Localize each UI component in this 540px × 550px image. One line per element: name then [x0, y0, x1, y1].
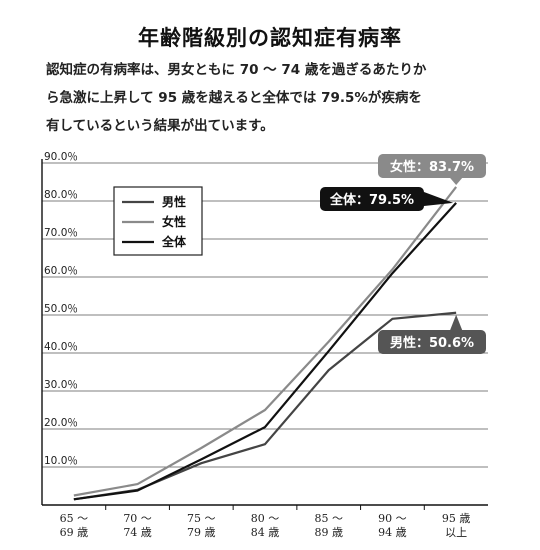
- axes: 10.0％ 20.0％ 30.0％ 40.0％ 50.0％ 60.0％ 70.0％ 80.0％…: [41, 151, 488, 539]
- callout-box: [378, 154, 486, 178]
- y-tick-label: 40.0％: [44, 341, 78, 353]
- x-tick-label: 80 〜: [251, 512, 280, 525]
- callouts: 女性：83.7% 全体：79.5% 男性：50.6%: [320, 154, 486, 354]
- description-line-3: 有しているという結果が出ています。: [46, 118, 274, 134]
- legend-label: 女性: [162, 214, 186, 229]
- callout-pointer: [424, 192, 454, 206]
- y-tick-label: 70.0％: [44, 227, 78, 239]
- x-tick-label: 94 歳: [378, 526, 407, 539]
- page-title: 年齢階級別の認知症有病率: [138, 26, 402, 50]
- x-tick-label: 75 〜: [187, 512, 216, 525]
- x-tick-label: 79 歳: [187, 526, 216, 539]
- y-tick-label: 20.0％: [44, 417, 78, 429]
- callout-label: 男性：50.6%: [390, 335, 474, 351]
- x-tick-label: 70 〜: [123, 512, 152, 525]
- x-tick-label: 90 〜: [378, 512, 407, 525]
- x-tick-label: 65 〜: [60, 512, 89, 525]
- legend-label: 全体: [161, 234, 187, 249]
- x-tick-label: 69 歳: [60, 526, 89, 539]
- callout-label: 全体：79.5%: [329, 192, 414, 208]
- callout-pointer: [450, 314, 463, 330]
- callout-box: [378, 330, 486, 354]
- callout-pointer: [450, 178, 463, 185]
- series-lines: [73, 186, 458, 501]
- y-tick-label: 80.0％: [44, 189, 78, 201]
- x-tick-label: 84 歳: [251, 526, 280, 539]
- y-tick-label: 90.0％: [44, 151, 78, 163]
- y-tick-label: 50.0％: [44, 303, 78, 315]
- x-tick-label: 89 歳: [314, 526, 343, 539]
- legend-label: 男性: [162, 194, 186, 209]
- description-line-2: ら急激に上昇して 95 歳を越えると全体では 79.5%が疾病を: [46, 90, 422, 106]
- y-tick-label: 30.0％: [44, 379, 78, 391]
- y-tick-label: 10.0％: [44, 455, 78, 467]
- description-line-1: 認知症の有病率は、男女ともに 70 〜 74 歳を過ぎるあたりか: [46, 62, 427, 78]
- x-tick-label: 74 歳: [123, 526, 152, 539]
- series-line-2: [73, 186, 458, 497]
- x-tick-label: 85 〜: [314, 512, 343, 525]
- y-tick-label: 60.0％: [44, 265, 78, 277]
- x-tick-label: 以上: [445, 526, 467, 539]
- x-tick-label: 95 歳: [442, 512, 471, 525]
- callout-label: 女性：83.7%: [390, 159, 474, 175]
- callout-box: [320, 187, 424, 211]
- series-line-3: [73, 202, 457, 501]
- grid-lines: [42, 162, 488, 468]
- description-text: 認知症の有病率は、男女ともに 70 〜 74 歳を過ぎるあたりか ら急激に上昇し…: [46, 56, 516, 140]
